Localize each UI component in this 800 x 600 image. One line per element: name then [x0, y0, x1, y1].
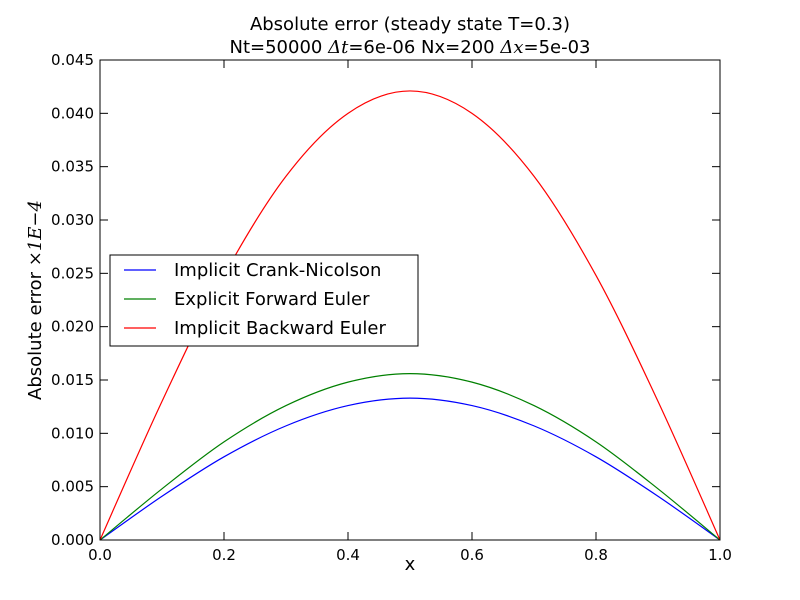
y-tick-label: 0.015	[51, 371, 94, 389]
series-line-1	[99, 372, 721, 541]
x-tick-label: 1.0	[708, 546, 732, 564]
title-dx-value: =5e-03	[523, 37, 590, 58]
legend-frame	[109, 254, 419, 347]
y-tick-label: 0.000	[51, 531, 94, 549]
x-tick-label: 0.4	[336, 546, 360, 564]
legend: Implicit Crank-Nicolson Explicit Forward …	[109, 254, 419, 347]
y-tick-label: 0.035	[51, 158, 94, 176]
series-line-0	[99, 397, 721, 541]
y-axis-label-math: ×1E−4	[25, 200, 46, 266]
chart-title-line2: Nt=50000 Δt=6e-06 Nx=200 Δx=5e-03	[229, 37, 590, 58]
title-nt: Nt=50000	[229, 37, 328, 58]
y-axis-label: Absolute error ×1E−4	[25, 200, 46, 400]
x-tick-label: 0.6	[460, 546, 484, 564]
y-tick-label: 0.005	[51, 478, 94, 496]
x-tick-label: 0.0	[88, 546, 112, 564]
legend-label-0: Implicit Crank-Nicolson	[174, 260, 381, 281]
y-tick-label: 0.025	[51, 264, 94, 282]
ticks-layer: 0.0 0.2 0.4 0.6 0.8 1.0 0.000 0.005 0.010 0.015 0.…	[51, 51, 732, 564]
x-tick-label: 0.2	[212, 546, 236, 564]
chart-title-line1: Absolute error (steady state T=0.3)	[250, 14, 570, 35]
title-dx-symbol: Δx	[499, 37, 523, 58]
legend-label-1: Explicit Forward Euler	[174, 289, 370, 310]
plot-frame	[99, 59, 721, 541]
y-axis-label-text: Absolute error	[25, 266, 46, 400]
y-tick-label: 0.010	[51, 424, 94, 442]
x-axis-label: x	[405, 554, 416, 575]
y-tick-label: 0.020	[51, 318, 94, 336]
y-tick-label: 0.040	[51, 104, 94, 122]
title-dt-value: =6e-06 Nx=200	[348, 37, 500, 58]
x-tick-label: 0.8	[584, 546, 608, 564]
y-tick-label: 0.030	[51, 211, 94, 229]
legend-label-2: Implicit Backward Euler	[174, 318, 386, 339]
y-tick-label: 0.045	[51, 51, 94, 69]
title-dt-symbol: Δt	[327, 37, 349, 58]
